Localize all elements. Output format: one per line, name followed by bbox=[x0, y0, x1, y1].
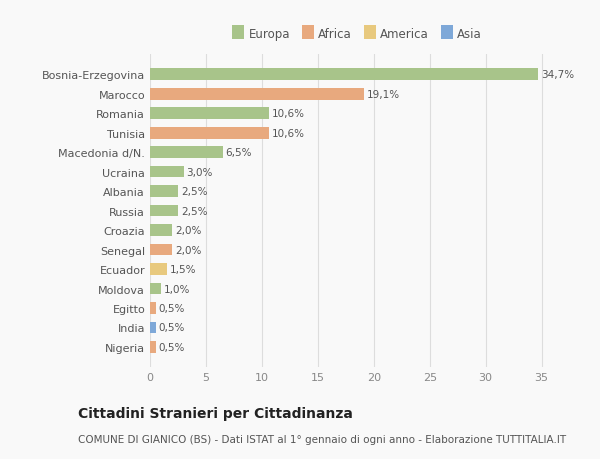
Text: 1,0%: 1,0% bbox=[164, 284, 190, 294]
Bar bbox=[150, 322, 155, 334]
Text: 0,5%: 0,5% bbox=[158, 303, 185, 313]
Bar bbox=[150, 283, 161, 295]
Bar bbox=[150, 225, 172, 236]
Bar bbox=[150, 302, 155, 314]
Text: 6,5%: 6,5% bbox=[226, 148, 252, 158]
Bar bbox=[150, 341, 155, 353]
Bar bbox=[150, 128, 269, 139]
Text: 0,5%: 0,5% bbox=[158, 342, 185, 352]
Text: 3,0%: 3,0% bbox=[187, 167, 213, 177]
Bar bbox=[150, 167, 184, 178]
Legend: Europa, Africa, America, Asia: Europa, Africa, America, Asia bbox=[227, 23, 487, 46]
Bar bbox=[150, 108, 269, 120]
Bar bbox=[150, 89, 364, 101]
Text: 10,6%: 10,6% bbox=[271, 109, 304, 119]
Text: 19,1%: 19,1% bbox=[367, 90, 400, 100]
Text: 2,5%: 2,5% bbox=[181, 187, 207, 197]
Text: 1,5%: 1,5% bbox=[170, 264, 196, 274]
Bar bbox=[150, 147, 223, 159]
Bar bbox=[150, 244, 172, 256]
Text: Cittadini Stranieri per Cittadinanza: Cittadini Stranieri per Cittadinanza bbox=[78, 406, 353, 420]
Text: 10,6%: 10,6% bbox=[271, 129, 304, 139]
Bar bbox=[150, 205, 178, 217]
Text: 2,0%: 2,0% bbox=[175, 225, 202, 235]
Text: COMUNE DI GIANICO (BS) - Dati ISTAT al 1° gennaio di ogni anno - Elaborazione TU: COMUNE DI GIANICO (BS) - Dati ISTAT al 1… bbox=[78, 434, 566, 444]
Text: 0,5%: 0,5% bbox=[158, 323, 185, 333]
Bar bbox=[150, 69, 538, 81]
Bar bbox=[150, 186, 178, 197]
Text: 34,7%: 34,7% bbox=[541, 70, 574, 80]
Bar bbox=[150, 263, 167, 275]
Text: 2,5%: 2,5% bbox=[181, 206, 207, 216]
Text: 2,0%: 2,0% bbox=[175, 245, 202, 255]
